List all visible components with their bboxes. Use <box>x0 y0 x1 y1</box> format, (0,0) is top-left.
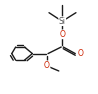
Text: O: O <box>44 61 50 70</box>
Text: O: O <box>78 49 84 58</box>
Text: Si: Si <box>59 17 66 26</box>
Text: O: O <box>59 30 65 39</box>
